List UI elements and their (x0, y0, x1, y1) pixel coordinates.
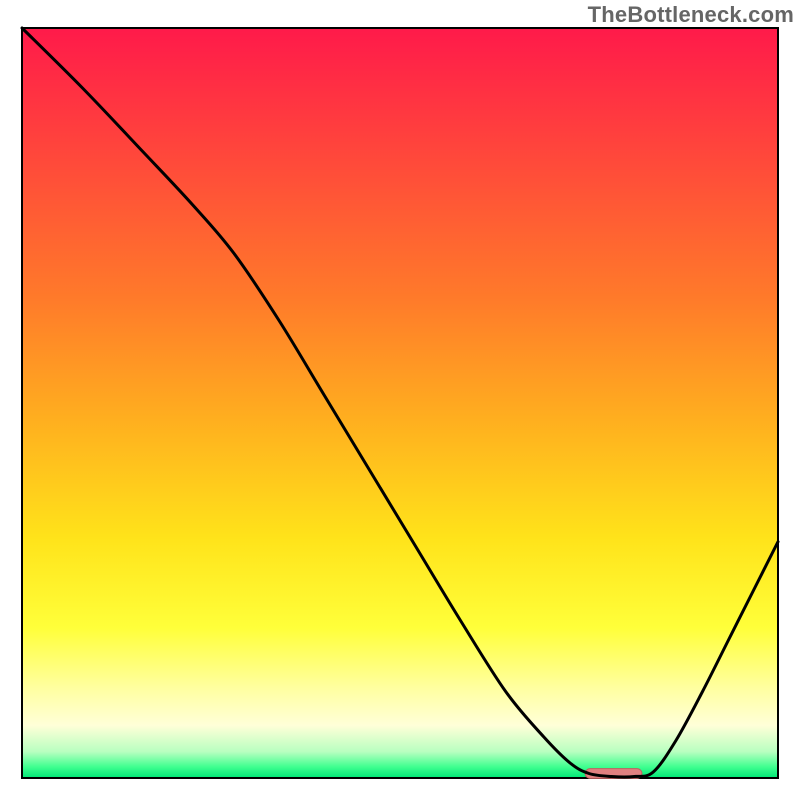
plot-area (22, 28, 778, 778)
plot-background (22, 28, 778, 778)
watermark-text: TheBottleneck.com (588, 2, 794, 28)
chart-container: TheBottleneck.com (0, 0, 800, 800)
bottleneck-chart (0, 0, 800, 800)
